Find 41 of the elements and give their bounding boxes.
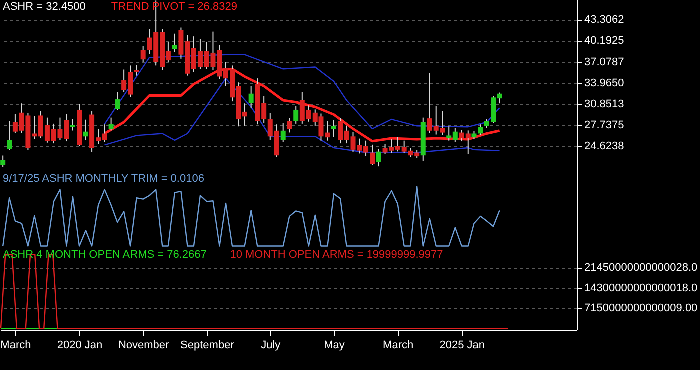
y-tick-label: 24.6238 <box>584 140 624 153</box>
candlestick <box>287 118 292 134</box>
candlestick <box>83 119 88 141</box>
line-series <box>104 68 502 143</box>
text: ASHR 4 MONTH OPEN ARMS = 76.2667 <box>3 249 207 261</box>
candlestick <box>115 92 120 111</box>
candlestick <box>134 64 140 76</box>
y-tick-label: 14300000000000018.0 <box>584 282 698 294</box>
candlestick <box>172 33 178 53</box>
line-series <box>104 54 500 130</box>
x-tick-label: March <box>0 340 32 352</box>
y-tick-label: 40.1925 <box>584 35 624 48</box>
x-tick-label: May <box>324 340 346 352</box>
x-tick-label: 2025 Jan <box>440 340 486 352</box>
y-tick-label: 27.7375 <box>584 120 624 132</box>
y-tick-label: 21450000000000028.0 <box>584 262 698 274</box>
x-tick-label: September <box>180 340 235 352</box>
candlestick <box>70 118 76 132</box>
candlestick <box>280 122 286 143</box>
x-tick-label: 2020 Jan <box>57 340 103 352</box>
candlestick <box>370 144 376 166</box>
candlestick <box>294 106 299 124</box>
candlestick <box>376 148 382 168</box>
candlestick <box>0 155 6 168</box>
y-tick-label: 43.3062 <box>584 14 624 26</box>
y-tick-label: 37.0787 <box>584 56 624 68</box>
candlestick <box>332 120 336 138</box>
x-tick-label: July <box>261 340 282 352</box>
y-tick-label: 30.8513 <box>584 98 624 110</box>
y-tick-label: 33.9650 <box>584 77 624 90</box>
text: 10 MONTH OPEN ARMS = 19999999.9977 <box>230 249 444 261</box>
candlestick <box>7 120 12 151</box>
candlestick <box>248 86 254 109</box>
x-tick-label: March <box>383 340 414 352</box>
chart-title: ASHR = 32.4500 <box>3 1 86 13</box>
y-tick-label: 7150000000000009.00 <box>584 302 698 315</box>
candlestick <box>140 46 146 63</box>
candlestick <box>108 117 114 132</box>
x-tick-label: November <box>118 340 170 352</box>
series-label: 9/17/25 ASHR MONTHLY TRIM = 0.0106 <box>3 173 204 185</box>
candlestick <box>478 124 484 136</box>
